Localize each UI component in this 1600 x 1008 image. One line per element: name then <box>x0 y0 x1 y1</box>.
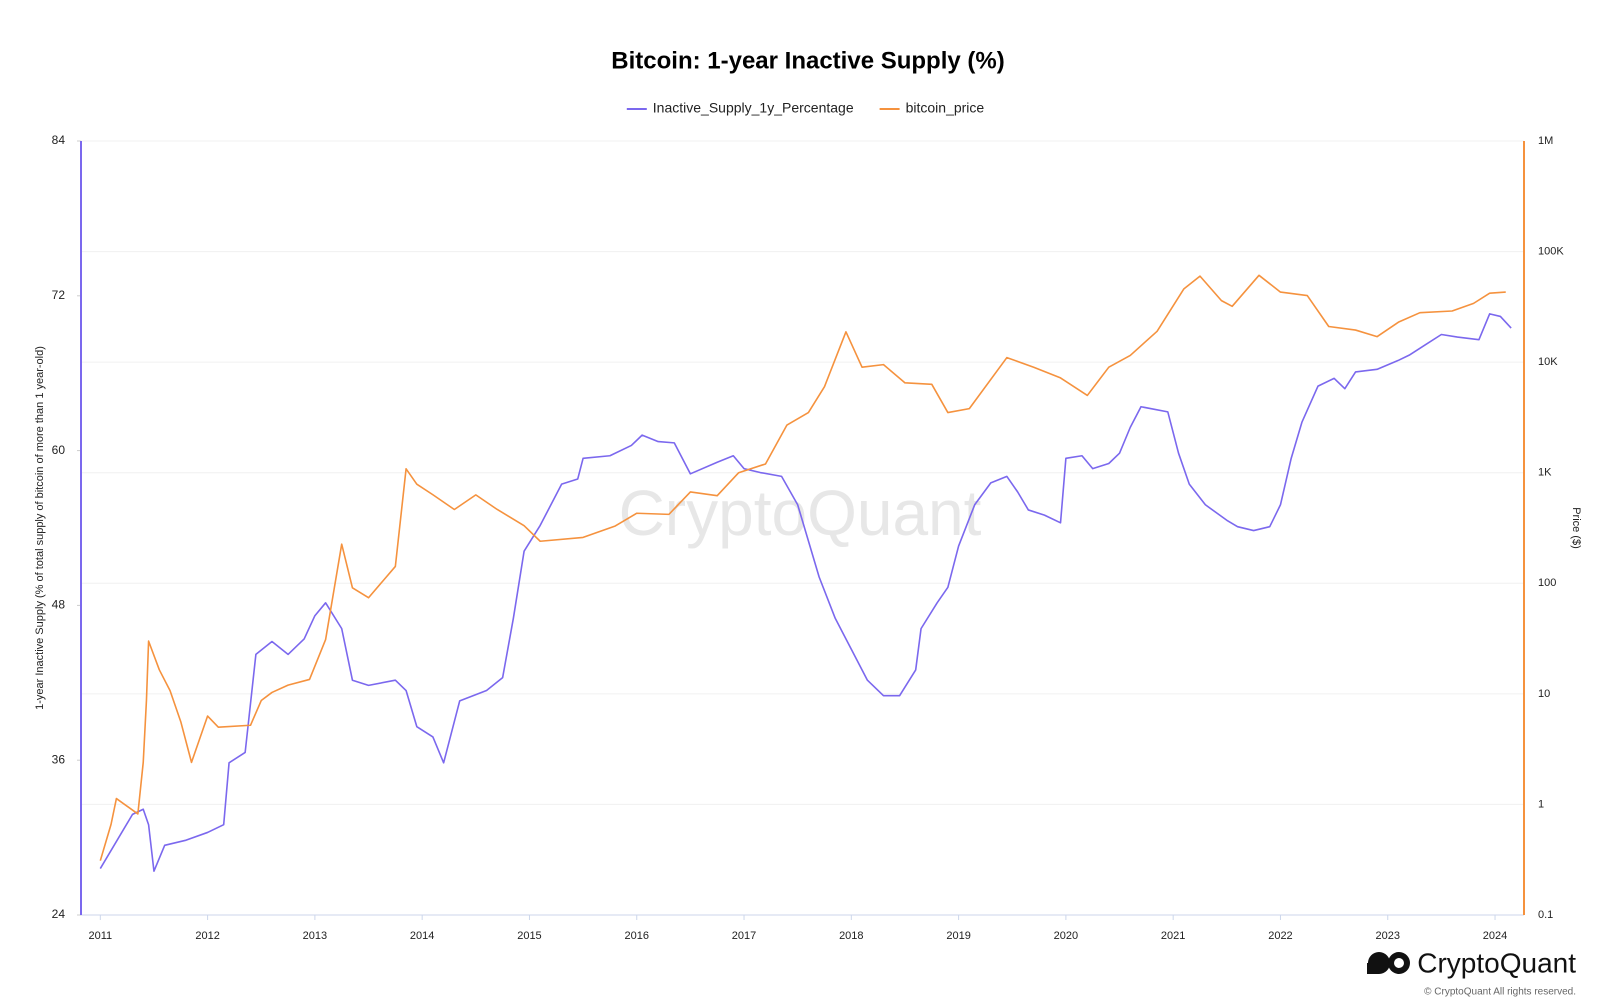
logo-shape <box>1394 958 1404 968</box>
y2-tick-label: 100K <box>1538 245 1564 257</box>
y-axis-label: 1-year Inactive Supply (% of total suppl… <box>34 346 46 710</box>
y-tick-label: 48 <box>52 598 66 612</box>
brand-name: CryptoQuant <box>1417 947 1576 978</box>
x-tick-label: 2017 <box>732 930 756 942</box>
copyright: © CryptoQuant All rights reserved. <box>1424 987 1576 998</box>
y-tick-label: 36 <box>52 752 66 766</box>
legend-label: bitcoin_price <box>906 100 985 116</box>
x-tick-label: 2012 <box>195 930 219 942</box>
x-tick-label: 2015 <box>517 930 541 942</box>
y2-tick-label: 1M <box>1538 135 1553 147</box>
brand-logo-icon <box>1367 952 1410 974</box>
legend-label: Inactive_Supply_1y_Percentage <box>653 100 854 116</box>
y2-tick-label: 10 <box>1538 688 1550 700</box>
series-line <box>99 313 1512 872</box>
x-tick-label: 2020 <box>1054 930 1078 942</box>
x-tick-label: 2023 <box>1376 930 1400 942</box>
x-tick-label: 2014 <box>410 930 434 942</box>
series-line <box>99 274 1506 861</box>
x-tick-label: 2024 <box>1483 930 1507 942</box>
y2-tick-label: 100 <box>1538 577 1556 589</box>
x-tick-label: 2022 <box>1268 930 1292 942</box>
chart-title: Bitcoin: 1-year Inactive Supply (%) <box>611 47 1004 74</box>
y2-tick-label: 1 <box>1538 798 1544 810</box>
y2-axis-label: Price ($) <box>1570 507 1582 549</box>
x-tick-label: 2016 <box>625 930 649 942</box>
x-tick-label: 2021 <box>1161 930 1185 942</box>
x-tick-label: 2013 <box>303 930 327 942</box>
x-tick-label: 2011 <box>88 930 112 942</box>
y-tick-label: 60 <box>52 443 66 457</box>
y2-tick-label: 1K <box>1538 467 1552 479</box>
x-tick-label: 2019 <box>946 930 970 942</box>
y-tick-label: 72 <box>52 288 66 302</box>
x-tick-label: 2018 <box>839 930 863 942</box>
y2-tick-label: 10K <box>1538 356 1558 368</box>
y-tick-label: 24 <box>52 907 66 921</box>
logo-shape <box>1367 963 1379 974</box>
y2-tick-label: 0.1 <box>1538 909 1553 921</box>
y-tick-label: 84 <box>52 133 66 147</box>
